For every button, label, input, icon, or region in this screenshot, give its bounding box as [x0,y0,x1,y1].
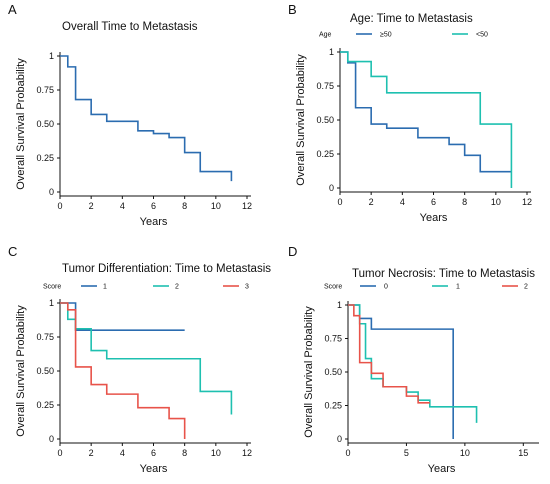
series-line [340,51,513,188]
series-line [348,304,454,439]
x-tick-label: 6 [151,448,156,458]
y-tick-label: 0.50 [36,366,54,376]
y-tick-label: 0 [337,434,342,444]
legend-label: 0 [384,284,388,291]
x-tick-label: 4 [120,201,125,211]
y-tick-label: 1 [329,47,334,57]
x-tick-label: 12 [522,197,532,207]
x-axis-label: Years [140,216,168,228]
x-tick-label: 12 [242,201,252,211]
x-tick-label: 0 [337,197,342,207]
y-axis-label: Overall Survival Probability [15,305,27,437]
series-line [60,302,185,331]
panel-letter: C [8,244,17,259]
panel-letter: A [8,2,17,17]
series-line [60,302,233,415]
x-tick-label: 0 [57,448,62,458]
panel-letter: D [288,244,297,259]
x-tick-label: 10 [211,201,221,211]
y-tick-label: 0.50 [36,119,54,129]
chart-title: Tumor Necrosis: Time to Metastasis [352,268,535,280]
y-tick-label: 0 [49,187,54,197]
x-axis-label: Years [420,212,448,224]
legend-title: Score [43,284,61,291]
chart-title: Overall Time to Metastasis [62,21,198,33]
x-tick-label: 4 [400,197,405,207]
y-tick-label: 0 [329,183,334,193]
panel-a: A Overall Time to Metastasis 0 0.25 0.50 0.75… [8,2,252,228]
series-line [340,51,512,173]
x-tick-label: 10 [460,448,470,458]
y-tick-label: 0.50 [316,115,334,125]
legend: Age ≥50 <50 [319,32,488,39]
y-tick-label: 0.50 [324,367,342,377]
x-tick-label: 2 [369,197,374,207]
y-tick-label: 1 [49,298,54,308]
legend-title: Age [319,32,332,39]
chart-title: Age: Time to Metastasis [350,13,473,25]
x-tick-label: 0 [57,201,62,211]
series-line [348,304,478,423]
legend-label: 2 [175,284,179,291]
series-line [60,55,233,182]
legend-label: 3 [245,284,249,291]
legend: Score 0 1 2 [324,284,528,291]
y-tick-label: 0.75 [316,81,334,91]
x-tick-label: 15 [518,448,528,458]
y-tick-label: 0.75 [36,332,54,342]
y-axis-label: Overall Survival Probability [15,58,27,190]
y-tick-label: 1 [337,300,342,310]
y-tick-label: 0.75 [324,334,342,344]
x-tick-label: 6 [151,201,156,211]
y-tick-label: 0.25 [36,400,54,410]
legend-label: <50 [476,32,488,39]
y-tick-label: 0.25 [324,401,342,411]
y-tick-label: 0 [49,434,54,444]
y-axis-label: Overall Survival Probability [303,306,315,438]
x-tick-label: 2 [89,448,94,458]
panel-c: C Tumor Differentiation: Time to Metastas… [8,244,271,475]
y-tick-label: 0.25 [316,149,334,159]
legend-label: 2 [524,284,528,291]
panel-letter: B [288,2,297,17]
chart-title: Tumor Differentiation: Time to Metastasi… [62,263,271,275]
x-axis-label: Years [428,463,456,475]
y-axis-label: Overall Survival Probability [295,54,307,186]
x-tick-label: 8 [462,197,467,207]
x-tick-label: 10 [211,448,221,458]
x-tick-label: 0 [345,448,350,458]
x-tick-label: 5 [404,448,409,458]
x-tick-label: 4 [120,448,125,458]
series-line [348,304,430,404]
x-tick-label: 2 [89,201,94,211]
x-axis-label: Years [140,463,168,475]
legend: Score 1 2 3 [43,284,249,291]
panel-b: B Age: Time to Metastasis Age ≥50 <50 0 0.25 0.… [288,2,532,224]
legend-label: ≥50 [380,32,392,39]
legend-label: 1 [103,284,107,291]
y-tick-label: 0.75 [36,85,54,95]
x-tick-label: 10 [491,197,501,207]
x-tick-label: 12 [242,448,252,458]
x-tick-label: 8 [182,201,187,211]
panel-d: D Tumor Necrosis: Time to Metastasis Score… [288,244,539,475]
y-tick-label: 0.25 [36,153,54,163]
legend-label: 1 [456,284,460,291]
legend-title: Score [324,284,342,291]
series-line [60,302,186,439]
x-tick-label: 6 [431,197,436,207]
y-tick-label: 1 [49,51,54,61]
x-tick-label: 8 [182,448,187,458]
